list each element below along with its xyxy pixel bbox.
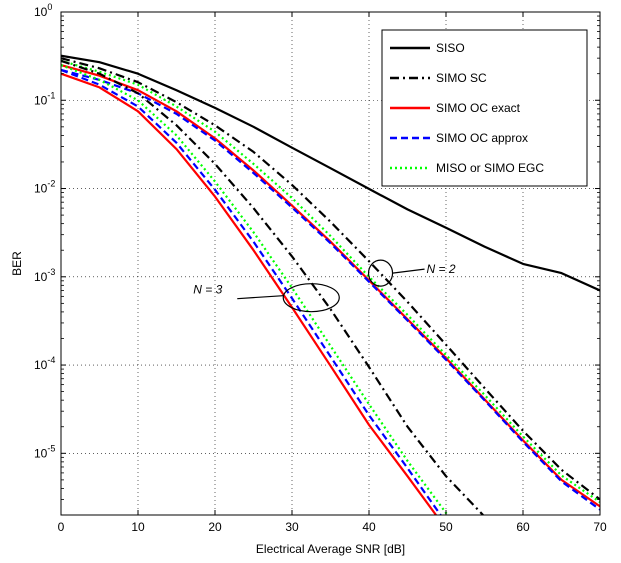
- y-tick-exponent: 0: [47, 2, 52, 12]
- y-tick-base: 10: [34, 5, 48, 19]
- x-tick-label: 20: [208, 520, 222, 534]
- x-tick-label: 40: [362, 520, 376, 534]
- y-tick-exponent: -1: [47, 90, 55, 100]
- x-tick-label: 10: [131, 520, 145, 534]
- y-tick-label: 10-4: [34, 355, 55, 372]
- x-tick-label: 30: [285, 520, 299, 534]
- n2-label: N = 2: [427, 262, 456, 276]
- y-tick-exponent: -5: [47, 443, 55, 453]
- series-line-simo-oc-approx-2: [61, 68, 600, 511]
- y-tick-label: 100: [34, 2, 52, 19]
- y-tick-base: 10: [34, 446, 48, 460]
- n2-pointer: [392, 268, 425, 274]
- y-tick-label: 10-5: [34, 443, 55, 460]
- series-line-simo-oc-exact-3: [61, 72, 437, 515]
- y-tick-label: 10-1: [34, 90, 55, 107]
- legend-item: MISO or SIMO EGC: [390, 161, 544, 175]
- x-tick-label: 70: [593, 520, 607, 534]
- y-tick-label: 10-2: [34, 179, 55, 196]
- legend-label: SIMO SC: [436, 71, 487, 85]
- annotations: N = 2 N = 3: [193, 259, 456, 313]
- y-tick-label: 10-3: [34, 267, 55, 284]
- n3-pointer: [237, 295, 284, 300]
- n3-ellipse: [282, 283, 340, 313]
- y-tick-base: 10: [34, 93, 48, 107]
- x-tick-label: 50: [439, 520, 453, 534]
- series-line-simo-sc-3: [61, 59, 484, 515]
- legend: SISO SIMO SC SIMO OC exact SIMO OC approx MI…: [381, 29, 588, 187]
- series-line-miso-or-simo-egc-3: [61, 64, 449, 515]
- series-line-siso: [61, 54, 600, 292]
- legend-item: SIMO SC: [390, 71, 487, 85]
- x-tick-label: 60: [516, 520, 530, 534]
- series-layer: [61, 54, 600, 515]
- y-axis-title: BER: [10, 251, 24, 276]
- y-tick-exponent: -2: [47, 179, 55, 189]
- x-axis-title: Electrical Average SNR [dB]: [256, 542, 405, 556]
- series-line-simo-sc-2: [61, 57, 600, 501]
- y-tick-exponent: -3: [47, 267, 55, 277]
- n3-label: N = 3: [193, 283, 222, 297]
- x-tick-label: 0: [58, 520, 65, 534]
- legend-item: SIMO OC approx: [390, 131, 528, 145]
- series-group: [61, 54, 600, 515]
- legend-label: SIMO OC exact: [436, 101, 521, 115]
- y-tick-base: 10: [34, 182, 48, 196]
- legend-label: SISO: [436, 41, 465, 55]
- y-tick-exponent: -4: [47, 355, 55, 365]
- series-line-miso-or-simo-egc-2: [61, 59, 600, 504]
- legend-label: MISO or SIMO EGC: [436, 161, 544, 175]
- plot-frame: [60, 11, 601, 516]
- legend-item: SIMO OC exact: [390, 101, 521, 115]
- series-line-simo-oc-approx-3: [61, 68, 442, 515]
- y-tick-base: 10: [34, 358, 48, 372]
- legend-item: SISO: [390, 41, 465, 55]
- y-tick-base: 10: [34, 270, 48, 284]
- legend-label: SIMO OC approx: [436, 131, 528, 145]
